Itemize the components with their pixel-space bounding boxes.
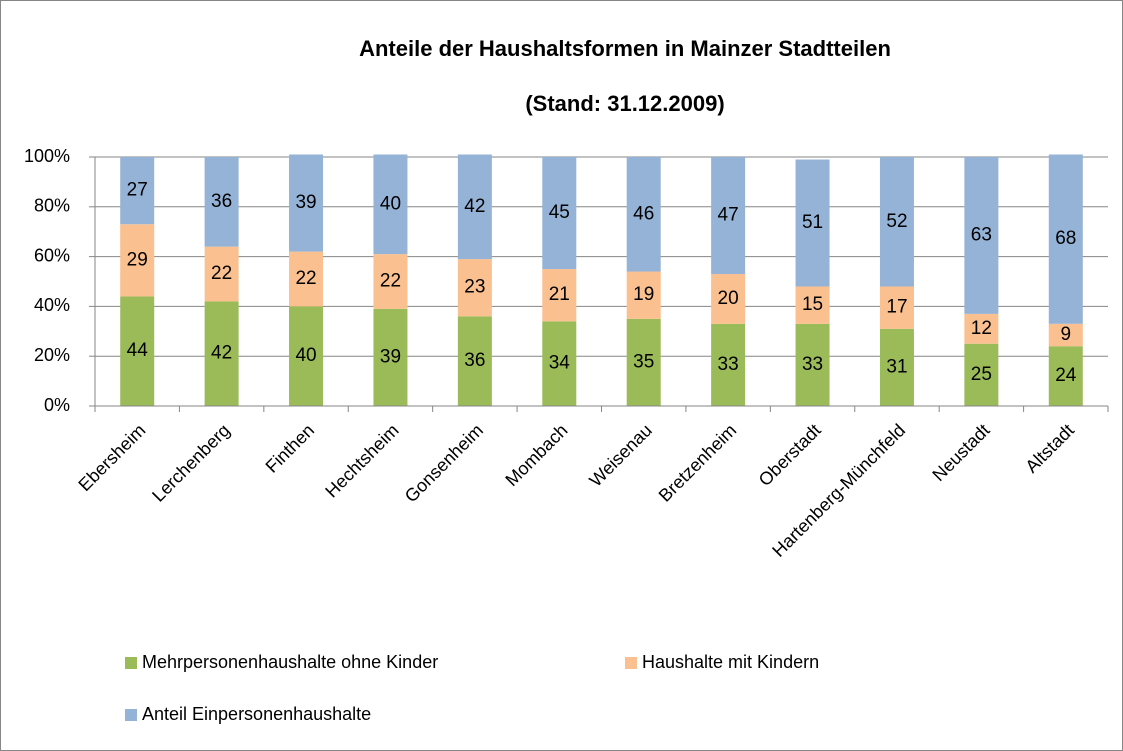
bar-segment — [1048, 346, 1083, 406]
data-label: 22 — [380, 271, 401, 292]
data-label: 35 — [633, 351, 654, 372]
data-label: 17 — [886, 297, 907, 318]
legend-label: Haushalte mit Kindern — [642, 652, 819, 672]
data-label: 23 — [464, 277, 485, 298]
data-label: 52 — [886, 211, 907, 232]
data-label: 24 — [1055, 365, 1077, 386]
bar-segment — [120, 296, 155, 406]
bar-segment — [626, 271, 661, 319]
y-tick-label: 60% — [34, 245, 70, 265]
bar-segment — [373, 308, 408, 406]
bar-segment — [204, 301, 239, 406]
data-label: 47 — [718, 205, 739, 226]
bar-segment — [964, 313, 999, 344]
bar-segment — [289, 251, 324, 307]
bar-segment — [542, 269, 577, 322]
bar-segment — [120, 224, 155, 297]
data-label: 42 — [464, 196, 485, 217]
bar-segment — [542, 157, 577, 270]
data-label: 27 — [127, 180, 148, 201]
bar-segment — [289, 306, 324, 406]
legend-label: Mehrpersonenhaushalte ohne Kinder — [142, 652, 438, 672]
data-label: 31 — [886, 356, 907, 377]
data-label: 9 — [1061, 324, 1072, 345]
data-label: 40 — [295, 345, 316, 366]
data-label: 34 — [549, 353, 571, 374]
legend-swatch — [125, 657, 137, 669]
data-label: 19 — [633, 284, 654, 305]
legend-label: Anteil Einpersonenhaushalte — [142, 704, 371, 724]
bar-segment — [373, 154, 408, 255]
bar-segment — [457, 154, 492, 260]
data-label: 33 — [718, 354, 739, 375]
bar-segment — [626, 157, 661, 272]
data-label: 22 — [295, 268, 316, 289]
data-label: 63 — [971, 224, 992, 245]
data-label: 42 — [211, 343, 232, 364]
data-label: 40 — [380, 193, 401, 214]
bar-segment — [795, 159, 830, 287]
data-label: 51 — [802, 212, 823, 233]
bar-segment — [711, 323, 746, 406]
bar-segment — [204, 157, 239, 247]
bar-segment — [120, 157, 155, 225]
data-label: 39 — [295, 192, 316, 213]
bar-segment — [879, 286, 914, 329]
chart-title: Anteile der Haushaltsformen in Mainzer S… — [359, 36, 891, 61]
bar-segment — [964, 343, 999, 406]
y-tick-label: 80% — [34, 196, 70, 216]
data-label: 22 — [211, 263, 232, 284]
data-label: 36 — [464, 350, 485, 371]
data-label: 20 — [718, 288, 739, 309]
data-label: 45 — [549, 202, 570, 223]
bar-segment — [711, 274, 746, 324]
bar-segment — [457, 259, 492, 317]
bar-segment — [879, 157, 914, 287]
y-tick-label: 40% — [34, 295, 70, 315]
bar-segment — [542, 321, 577, 406]
data-label: 44 — [127, 340, 149, 361]
bar-segment — [795, 286, 830, 324]
bar-segment — [626, 318, 661, 406]
data-label: 39 — [380, 346, 401, 367]
bar-segment — [204, 246, 239, 302]
bar-segment — [373, 254, 408, 309]
data-label: 25 — [971, 364, 992, 385]
data-label: 36 — [211, 191, 232, 212]
bar-segment — [879, 328, 914, 406]
bar-segment — [457, 316, 492, 406]
legend-swatch — [125, 709, 137, 721]
y-tick-label: 100% — [24, 146, 70, 166]
data-label: 15 — [802, 294, 823, 315]
data-label: 46 — [633, 203, 654, 224]
bar-segment — [711, 157, 746, 275]
data-label: 33 — [802, 354, 823, 375]
y-tick-label: 0% — [44, 395, 70, 415]
y-tick-label: 20% — [34, 345, 70, 365]
bar-segment — [289, 154, 324, 252]
data-label: 21 — [549, 284, 570, 305]
bar-segment — [1048, 154, 1083, 324]
data-label: 12 — [971, 318, 992, 339]
legend-swatch — [625, 657, 637, 669]
data-label: 29 — [127, 249, 148, 270]
data-label: 68 — [1055, 228, 1076, 249]
bar-segment — [795, 323, 830, 406]
chart-subtitle: (Stand: 31.12.2009) — [525, 91, 724, 116]
bar-segment — [1048, 323, 1083, 347]
bar-segment — [964, 157, 999, 314]
